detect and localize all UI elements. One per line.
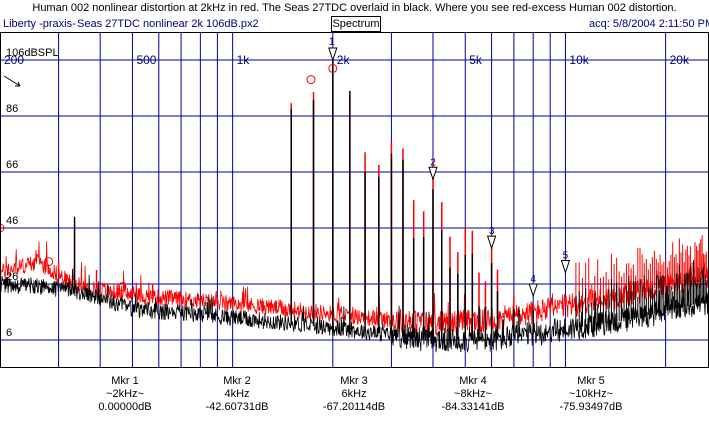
- circle-marker: [0, 223, 5, 233]
- marker-triangle: [328, 47, 338, 62]
- circle-marker: [117, 282, 127, 292]
- marker-frequency: ~10kHz~: [568, 388, 614, 400]
- marker-frequency: ~2kHz~: [106, 388, 144, 400]
- marker-triangle: [560, 260, 571, 275]
- marker-frequency: 4kHz: [224, 388, 250, 400]
- marker-readout-1: Mkr 1 ~2kHz~ 0.00000dB: [70, 375, 180, 414]
- circle-marker: [306, 75, 316, 85]
- marker-triangle: [528, 283, 538, 298]
- marker-readout-5: Mkr 5 ~10kHz~ -75.93497dB: [536, 375, 646, 414]
- y-tick-label: 86: [6, 103, 18, 115]
- app-name: Liberty -praxis-: [3, 18, 76, 30]
- x-tick-label: 10k: [569, 53, 589, 67]
- marker-number: 2: [430, 157, 436, 168]
- spectrum-plot-svg[interactable]: 1 2 3 4 5 200 500 1k 2k 5k 10k 20k 106dBSPL 86 66 46 26…: [0, 32, 709, 368]
- marker-name: Mkr 3: [340, 375, 368, 387]
- marker-readout-4: Mkr 4 ~8kHz~ -84.33141dB: [418, 375, 528, 414]
- marker-frequency: 6kHz: [341, 388, 367, 400]
- marker-value: -42.60731dB: [205, 401, 269, 413]
- x-tick-label: 500: [136, 53, 156, 67]
- marker-frequency: ~8kHz~: [454, 388, 492, 400]
- marker-value: -84.33141dB: [441, 401, 505, 413]
- marker-layer: 1 2 3 4 5: [0, 36, 571, 298]
- marker-value: 0.00000dB: [98, 401, 152, 413]
- file-name: Seas 27TDC nonlinear 2k 106dB.px2: [77, 18, 259, 30]
- acquisition-timestamp: acq: 5/8/2004 2:11:50 PM: [589, 18, 709, 30]
- marker-name: Mkr 5: [577, 375, 605, 387]
- marker-value: -75.93497dB: [559, 401, 623, 413]
- marker-triangle: [486, 235, 497, 250]
- plot-background: [0, 32, 709, 368]
- x-tick-label: 1k: [237, 53, 251, 67]
- marker-triangle: [428, 166, 438, 181]
- marker-name: Mkr 4: [459, 375, 487, 387]
- marker-name: Mkr 1: [111, 375, 139, 387]
- marker-readout-2: Mkr 2 4kHz -42.60731dB: [182, 375, 292, 414]
- x-tick-label: 5k: [469, 53, 483, 67]
- marker-number: 1: [329, 36, 335, 48]
- marker-readout-3: Mkr 3 6kHz -67.20114dB: [299, 375, 409, 414]
- marker-value: -67.20114dB: [322, 401, 386, 413]
- axis-labels: 200 500 1k 2k 5k 10k 20k 106dBSPL 86 66 46 26 6: [3, 47, 690, 339]
- series-layer: [0, 60, 709, 353]
- noise-floor-1: [0, 268, 709, 353]
- marker-name: Mkr 2: [223, 375, 251, 387]
- spectrum-button[interactable]: Spectrum: [331, 16, 381, 32]
- y-tick-label: 66: [6, 159, 18, 171]
- marker-number: 3: [489, 226, 495, 237]
- x-tick-label: 200: [4, 53, 24, 67]
- y-tick-label: 26: [6, 271, 18, 283]
- marker-number: 4: [530, 274, 536, 285]
- y-tick-label: 106dBSPL: [6, 47, 59, 59]
- circle-marker: [44, 257, 54, 267]
- marker-number: 5: [563, 251, 569, 262]
- x-tick-label: 2k: [337, 53, 351, 67]
- circle-marker: [328, 63, 338, 73]
- cursor-arrow-icon: [3, 75, 21, 87]
- spectrum-plot[interactable]: 1 2 3 4 5 200 500 1k 2k 5k 10k 20k 106dBSPL 86 66 46 26…: [0, 32, 709, 373]
- y-tick-label: 46: [6, 215, 18, 227]
- y-tick-label: 6: [6, 327, 12, 339]
- chart-title: Human 002 nonlinear distortion at 2kHz i…: [32, 2, 677, 14]
- x-tick-label: 20k: [670, 53, 690, 67]
